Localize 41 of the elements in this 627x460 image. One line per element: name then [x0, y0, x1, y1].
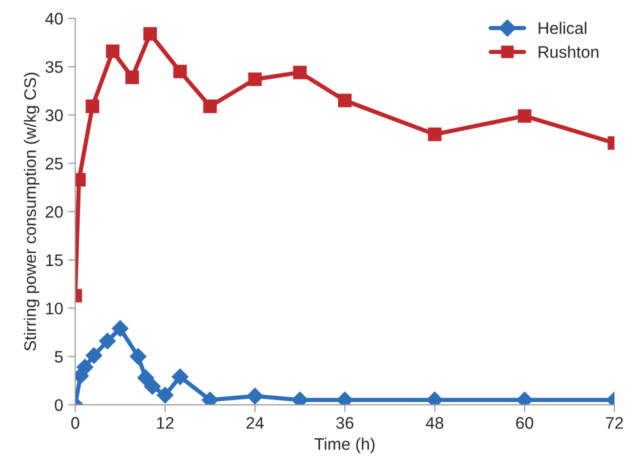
y-tick-label: 0	[54, 399, 63, 412]
x-tick-label: 60	[516, 417, 534, 429]
y-axis-title: Stirring power consumption (w/kg CS)	[24, 72, 40, 351]
point	[203, 100, 217, 114]
y-tick-label: 25	[46, 158, 63, 170]
point	[173, 64, 187, 78]
point	[76, 358, 94, 376]
y-tick-label: 35	[46, 61, 63, 73]
y-tick-label: 40	[45, 12, 63, 25]
point	[248, 72, 262, 86]
y-tick-label: 5	[54, 351, 63, 363]
point	[86, 100, 100, 114]
point	[428, 128, 442, 142]
point	[246, 388, 264, 404]
point	[112, 320, 129, 337]
x-tick-label: 48	[426, 417, 444, 429]
point	[143, 27, 157, 41]
y-tick-label: 15	[46, 254, 63, 266]
point	[293, 66, 307, 80]
x-tick-label: 12	[157, 417, 174, 429]
point	[172, 368, 188, 386]
y-tick-label: 20	[46, 206, 63, 218]
point	[518, 109, 532, 123]
point	[130, 348, 147, 365]
point	[86, 347, 102, 364]
y-tick-label: 30	[46, 109, 63, 122]
legend-label: Helical	[538, 22, 586, 34]
legend-label: Rushton	[538, 46, 598, 58]
point	[338, 94, 352, 108]
x-tick-label: 36	[336, 417, 354, 429]
x-tick-label: 24	[246, 417, 264, 429]
point	[106, 44, 120, 58]
point	[144, 378, 161, 395]
x-axis-title: Time (h)	[314, 438, 375, 454]
point	[125, 70, 139, 84]
x-tick-label: 0	[71, 417, 80, 429]
point	[137, 369, 154, 386]
y-tick-label: 10	[46, 302, 63, 314]
point	[99, 332, 116, 350]
point	[156, 386, 174, 404]
x-tick-label: 72	[606, 417, 623, 429]
